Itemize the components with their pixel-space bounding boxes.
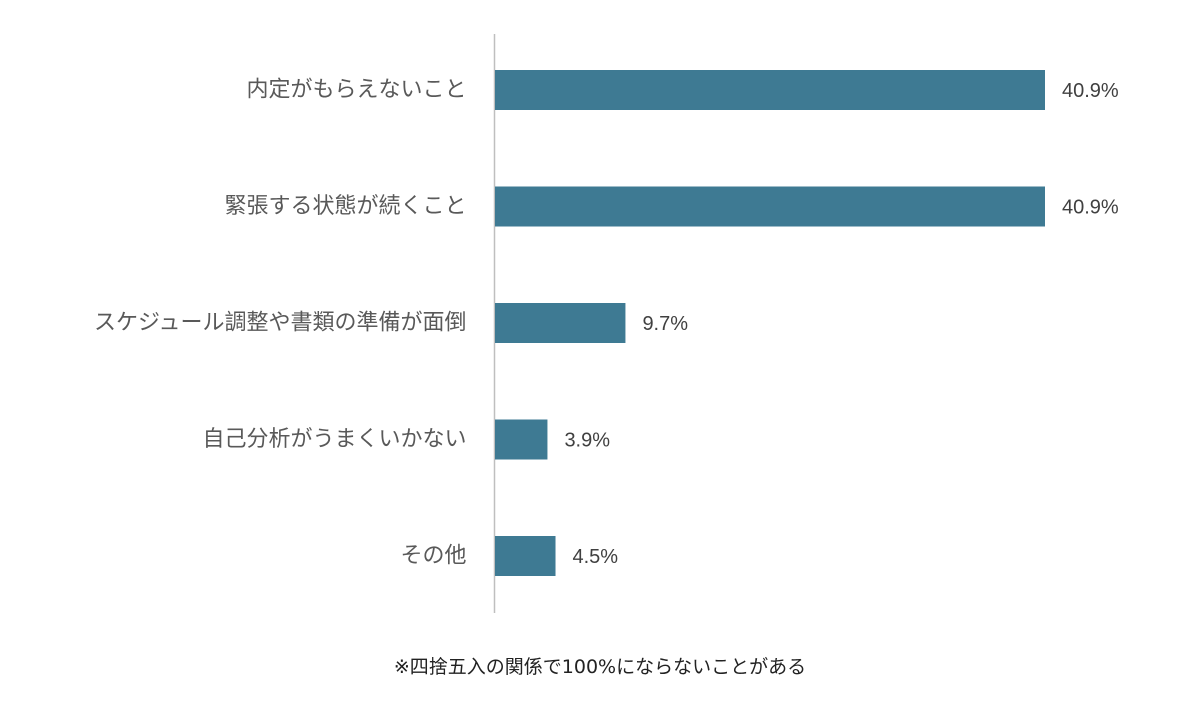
bar — [495, 70, 1045, 110]
value-label: 3.9% — [564, 430, 610, 452]
value-label: 40.9% — [1062, 197, 1119, 219]
value-labels: 40.9% 40.9% 9.7% 3.9% 4.5% — [564, 80, 1118, 568]
footnote: ※四捨五入の関係で100%にならないことがある — [393, 656, 807, 678]
value-label: 9.7% — [642, 313, 688, 335]
category-label: 内定がもらえないこと — [246, 78, 466, 103]
bar — [495, 186, 1045, 227]
category-labels: 内定がもらえないこと緊張する状態が続くことスケジュール調整や書類の準備が面倒自己… — [94, 78, 466, 569]
category-label: スケジュール調整や書類の準備が面倒 — [94, 311, 466, 336]
category-label: 緊張する状態が続くこと — [224, 194, 466, 219]
bar — [495, 303, 626, 343]
value-label: 4.5% — [573, 546, 619, 568]
bar — [495, 419, 548, 460]
category-label: その他 — [400, 544, 466, 569]
bars-group — [495, 70, 1045, 576]
value-label: 40.9% — [1062, 80, 1119, 102]
bar — [495, 536, 556, 576]
category-label: 自己分析がうまくいかない — [202, 427, 466, 452]
